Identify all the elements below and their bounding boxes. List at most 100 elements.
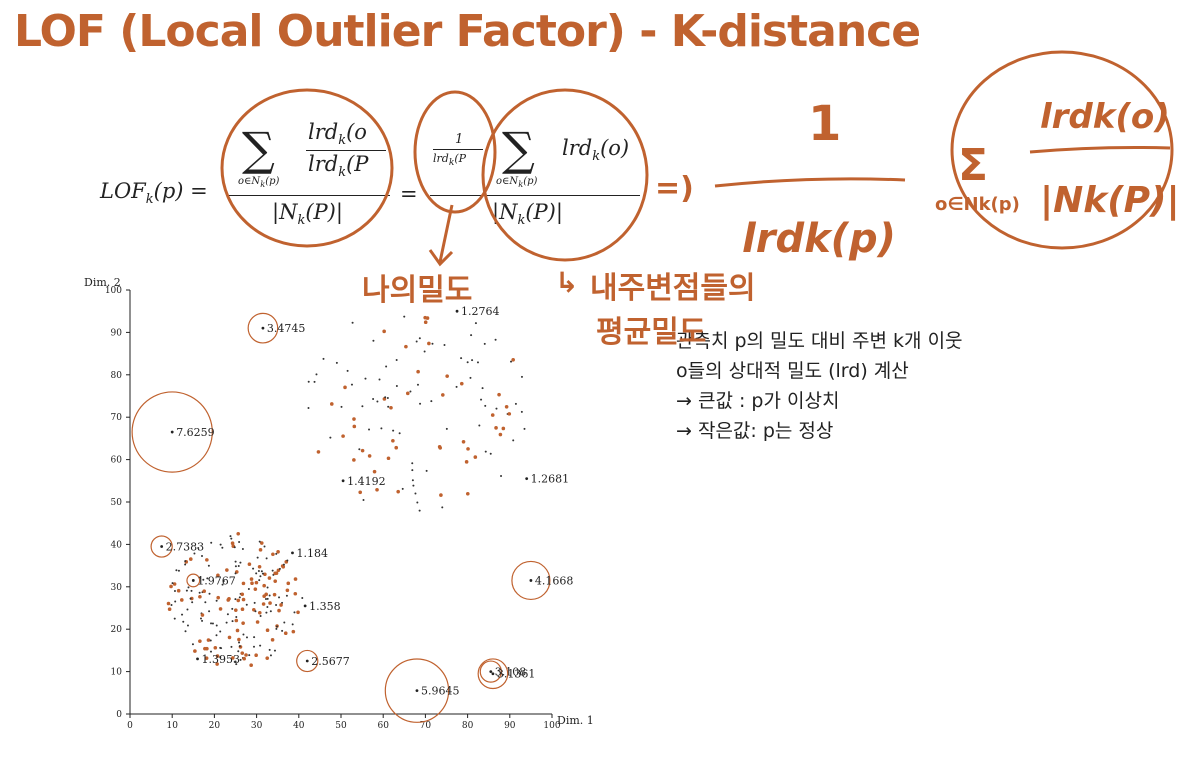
scatter-point [273, 571, 277, 576]
scatter-point [286, 581, 291, 586]
y-tick-label: 70 [111, 413, 123, 423]
hand-lrdkp: lrdk(p) [742, 216, 896, 262]
scatter-point [276, 625, 279, 628]
scatter-point [245, 603, 248, 606]
outlier-point [455, 309, 459, 313]
scatter-point [187, 586, 190, 589]
scatter-point [416, 501, 419, 504]
scatter-point [514, 402, 517, 405]
scatter-point [215, 662, 219, 666]
sum-symbol-2: ∑ [502, 122, 535, 176]
scatter-point [340, 405, 343, 408]
k-distance-circle [296, 649, 319, 673]
lof-formula: LOFk(p) = ∑ o∈Nk(p) lrdk(o lrdk(P |Nk(P)… [100, 96, 660, 246]
scatter-point [469, 376, 472, 379]
k-distance-circle [479, 660, 502, 683]
scatter-point [293, 577, 298, 581]
scatter-point [264, 597, 267, 600]
scatter-point [412, 484, 415, 487]
scatter-point [372, 469, 377, 474]
scatter-point [504, 404, 509, 409]
lrd-p-denominator: lrdk(P [308, 152, 369, 181]
x-tick-label: 10 [166, 721, 178, 731]
scatter-point [209, 639, 212, 642]
scatter-point [296, 610, 300, 615]
scatter-point [423, 350, 426, 353]
scatter-point [387, 405, 390, 408]
scatter-point [171, 582, 174, 585]
x-tick-label: 70 [420, 721, 432, 731]
x-tick-label: 20 [209, 721, 221, 731]
nk-denominator-1: |Nk(P)| [272, 200, 343, 229]
scatter-point [386, 397, 389, 400]
scatter-point [441, 506, 444, 509]
x-tick-label: 40 [293, 721, 305, 731]
lof-score-label: 3.108 [495, 666, 527, 679]
scatter-point [258, 579, 261, 582]
scatter-point [322, 357, 325, 360]
scatter-point [283, 631, 288, 636]
scatter-point [204, 656, 209, 660]
circle-sum-term [481, 88, 649, 262]
scatter-point [411, 479, 414, 482]
scatter-point [441, 393, 445, 397]
scatter-point [221, 583, 224, 586]
scatter-point [216, 573, 220, 578]
scatter-point [478, 424, 481, 427]
scatter-point [265, 628, 270, 633]
scatter-point [275, 603, 278, 606]
scatter-point [329, 436, 332, 439]
scatter-point [235, 616, 238, 619]
scatter-point [346, 369, 349, 372]
scatter-point [378, 378, 381, 381]
scatter-point [398, 432, 401, 435]
scatter-point [260, 570, 263, 573]
scatter-point [210, 622, 213, 625]
scatter-point [268, 601, 272, 605]
scatter-point [404, 344, 408, 349]
scatter-point [275, 627, 278, 630]
scatter-point [193, 552, 196, 555]
scatter-point [252, 645, 255, 648]
scatter-point [466, 447, 470, 451]
scatter-point [460, 357, 463, 360]
scatter-point [391, 438, 395, 443]
scatter-point [476, 361, 479, 364]
k-distance-circle [150, 535, 173, 558]
scatter-point [418, 337, 421, 340]
scatter-point [240, 607, 245, 612]
arrow-down-icon [428, 204, 454, 267]
scatter-point [262, 583, 266, 588]
scatter-point [215, 599, 218, 602]
scatter-point [255, 572, 258, 575]
scatter-point [258, 540, 261, 543]
scatter-point [231, 656, 235, 660]
scatter-point [401, 487, 404, 490]
scatter-point [275, 552, 278, 555]
scatter-point [250, 581, 254, 586]
small-fraction-one: 1 [455, 132, 464, 147]
scatter-point [443, 344, 446, 347]
hand-arrow-glyph: ↳ [555, 266, 578, 299]
scatter-point [186, 624, 189, 627]
scatter-point [230, 541, 235, 546]
outlier-point [529, 579, 533, 582]
scatter-point [423, 320, 428, 325]
scatter-point [414, 492, 417, 495]
scatter-point [501, 426, 506, 431]
lof-score-label: 1.4192 [347, 475, 386, 488]
scatter-point [269, 610, 272, 613]
scatter-point [227, 596, 231, 601]
scatter-point [230, 645, 233, 648]
scatter-point [170, 603, 173, 606]
scatter-point [279, 603, 283, 607]
scatter-point [419, 402, 422, 405]
y-tick-label: 100 [105, 286, 122, 296]
scatter-point [315, 373, 318, 376]
lof-score-label: 3.1361 [497, 668, 536, 681]
hand-neighbor-avg-2: 평균밀도 [596, 315, 706, 350]
scatter-point [175, 569, 178, 572]
scatter-point [234, 565, 237, 568]
scatter-point [360, 448, 365, 453]
scatter-point [216, 595, 220, 600]
